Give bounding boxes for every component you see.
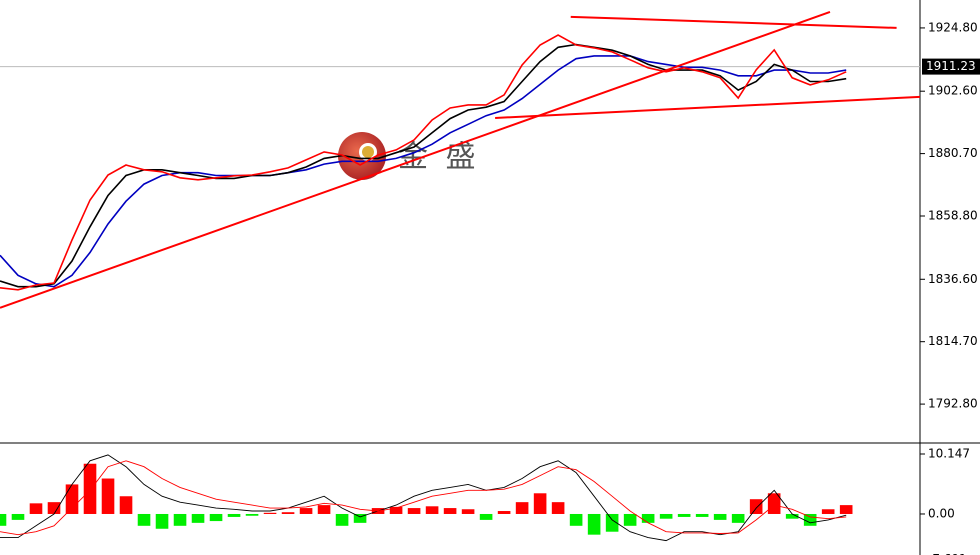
series-line (0, 55, 847, 288)
y-tick-label: 1924.80 (928, 20, 978, 34)
histogram-bar (173, 513, 187, 526)
histogram-bar (0, 513, 7, 526)
plot-area (0, 454, 853, 542)
histogram-bar (281, 512, 295, 514)
current-price-label: 1911.23 (926, 59, 976, 73)
histogram-bar (767, 493, 781, 514)
histogram-bar (155, 513, 169, 529)
histogram-bar (119, 496, 133, 514)
histogram-bar (209, 513, 223, 522)
histogram-bar (227, 513, 241, 517)
price-box (922, 58, 980, 75)
histogram-bar (587, 513, 601, 535)
series-line (0, 34, 847, 291)
watermark: 金 盛 (398, 140, 480, 175)
trendline (570, 15, 897, 29)
histogram-bar (29, 503, 43, 514)
y-tick-label: 10.147 (928, 447, 970, 461)
histogram-bar (353, 513, 367, 523)
histogram-bar (551, 502, 565, 514)
series-line (0, 43, 847, 288)
series-line (0, 460, 847, 536)
histogram-bar (623, 513, 637, 526)
histogram-bar (533, 493, 547, 514)
histogram-bar (191, 513, 205, 523)
histogram-bar (11, 513, 25, 520)
histogram-bar (641, 513, 655, 523)
trendline (0, 11, 831, 309)
histogram-bar (569, 513, 583, 526)
histogram-bar (389, 506, 403, 514)
histogram-bar (659, 513, 673, 519)
histogram-bar (461, 509, 475, 514)
histogram-bar (137, 513, 151, 526)
trendline (495, 95, 920, 119)
histogram-bar (713, 513, 727, 520)
y-tick-label: -7.691 (928, 552, 967, 555)
histogram-bar (335, 513, 349, 526)
histogram-bar (263, 512, 277, 514)
histogram-bar (731, 513, 745, 523)
y-tick-label: 1836.60 (928, 272, 978, 286)
histogram-bar (677, 513, 691, 517)
histogram-bar (497, 511, 511, 514)
histogram-bar (785, 513, 799, 519)
histogram-bar (245, 513, 259, 516)
histogram-bar (821, 509, 835, 514)
histogram-bar (803, 513, 817, 526)
histogram-bar (101, 478, 115, 514)
y-tick-label: 1902.60 (928, 84, 978, 98)
y-tick-label: 1880.70 (928, 146, 978, 160)
y-tick-label: 0.00 (928, 506, 955, 520)
histogram-bar (47, 502, 61, 514)
y-tick-label: 1792.80 (928, 397, 978, 411)
histogram-bar (65, 484, 79, 514)
histogram-bar (605, 513, 619, 532)
histogram-bar (425, 506, 439, 514)
histogram-bar (443, 508, 457, 514)
logo (338, 132, 386, 180)
histogram-bar (749, 499, 763, 514)
plot-area (0, 11, 920, 309)
histogram-bar (515, 502, 529, 514)
histogram-bar (83, 463, 97, 514)
histogram-bar (695, 513, 709, 517)
histogram-bar (407, 508, 421, 514)
y-tick-label: 1814.70 (928, 334, 978, 348)
y-tick-label: 1858.80 (928, 209, 978, 223)
histogram-bar (317, 505, 331, 514)
series-line (0, 454, 847, 542)
histogram-bar (839, 505, 853, 514)
histogram-bar (479, 513, 493, 520)
histogram-bar (299, 508, 313, 514)
